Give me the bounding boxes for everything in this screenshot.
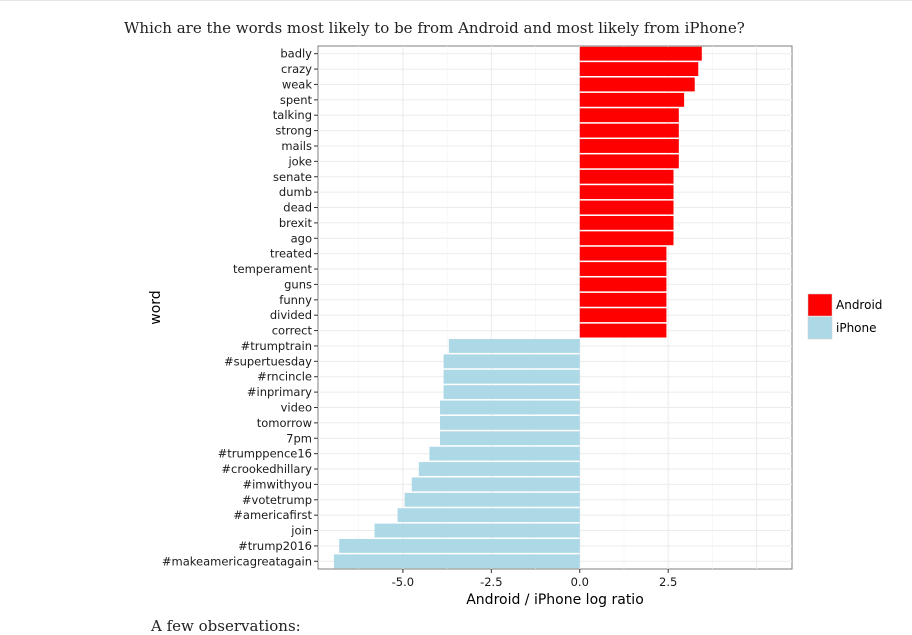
bar-iphone <box>374 523 580 538</box>
y-tick-label: mails <box>281 139 312 153</box>
y-tick-label: #votetrump <box>242 493 312 507</box>
bar-iphone <box>333 554 580 569</box>
bar-android <box>579 123 679 138</box>
x-tick-label: -5.0 <box>392 575 414 589</box>
y-tick-label: strong <box>275 124 312 138</box>
y-tick-label: #supertuesday <box>224 354 312 368</box>
y-tick-label: dumb <box>279 185 312 199</box>
y-tick-label: guns <box>284 277 312 291</box>
legend: Android iPhone <box>807 293 882 340</box>
y-tick-label: #imwithyou <box>242 477 312 491</box>
y-tick-label: #americafirst <box>233 508 312 522</box>
bar-android <box>579 62 699 76</box>
bar-android <box>579 108 679 123</box>
bar-android <box>579 185 674 200</box>
y-tick-label: #trump2016 <box>238 539 312 553</box>
y-tick-label: divided <box>270 308 312 322</box>
y-tick-label: senate <box>273 170 312 184</box>
bar-iphone <box>418 462 580 476</box>
y-tick-label: 7pm <box>286 431 312 445</box>
bar-iphone <box>397 508 580 523</box>
x-axis-title: Android / iPhone log ratio <box>466 592 644 608</box>
y-tick-label: funny <box>279 293 312 307</box>
bar-iphone <box>443 354 580 369</box>
bar-android <box>579 215 674 230</box>
y-tick-label: #trumptrain <box>241 339 312 353</box>
y-axis-title: word <box>148 290 164 324</box>
y-tick-label: tomorrow <box>257 416 312 430</box>
bar-android <box>579 169 674 184</box>
bar-android <box>579 277 667 292</box>
legend-label-android: Android <box>836 298 882 312</box>
x-tick-label: 0.0 <box>571 575 589 589</box>
bar-android <box>579 308 667 323</box>
y-tick-label: #trumppence16 <box>218 447 312 461</box>
y-tick-label: treated <box>270 247 312 261</box>
x-tick-label: -2.5 <box>480 575 502 589</box>
observations-heading: A few observations: <box>151 617 301 635</box>
y-tick-label: join <box>290 524 312 538</box>
bar-android <box>579 292 667 307</box>
y-tick-label: video <box>281 400 312 414</box>
bar-android <box>579 46 702 61</box>
x-tick-label: 2.5 <box>659 575 677 589</box>
y-tick-label: joke <box>287 154 312 168</box>
y-tick-label: talking <box>273 108 312 122</box>
y-tick-label: dead <box>283 201 312 215</box>
bar-android <box>579 231 674 246</box>
y-tick-label: #inprimary <box>247 385 312 399</box>
bar-android <box>579 139 679 153</box>
bar-android <box>579 77 695 92</box>
y-tick-label: ago <box>291 231 312 245</box>
y-tick-label: temperament <box>233 262 313 276</box>
y-tick-label: #rncincle <box>257 370 312 384</box>
y-tick-label: #makeamericagreatagain <box>162 554 312 568</box>
bar-iphone <box>448 339 580 353</box>
bar-android <box>579 246 667 261</box>
y-tick-label: spent <box>280 93 313 107</box>
bar-iphone <box>443 385 580 400</box>
bar-iphone <box>440 415 580 430</box>
y-tick-label: crazy <box>281 62 312 76</box>
bar-iphone <box>429 446 580 461</box>
bar-iphone <box>440 431 580 446</box>
y-tick-label: correct <box>272 324 313 338</box>
y-tick-label: weak <box>282 77 313 91</box>
y-tick-label: brexit <box>279 216 313 230</box>
bar-android <box>579 262 667 276</box>
y-tick-label: badly <box>280 47 312 61</box>
bar-iphone <box>411 477 580 492</box>
bar-android <box>579 200 674 215</box>
bar-iphone <box>443 369 580 384</box>
bar-android <box>579 323 667 338</box>
section-question: Which are the words most likely to be fr… <box>124 19 745 37</box>
x-axis: -5.0 -2.5 0.0 2.5 <box>392 569 677 589</box>
top-divider <box>0 0 912 1</box>
bar-iphone <box>440 400 580 415</box>
bar-iphone <box>404 492 580 507</box>
legend-swatch-android <box>807 293 833 317</box>
legend-label-iphone: iPhone <box>836 321 877 335</box>
bar-android <box>579 154 679 169</box>
bar-iphone <box>339 539 580 553</box>
y-tick-label: #crookedhillary <box>221 462 312 476</box>
bars <box>333 46 702 569</box>
legend-swatch-iphone <box>807 316 833 340</box>
bar-android <box>579 92 685 107</box>
